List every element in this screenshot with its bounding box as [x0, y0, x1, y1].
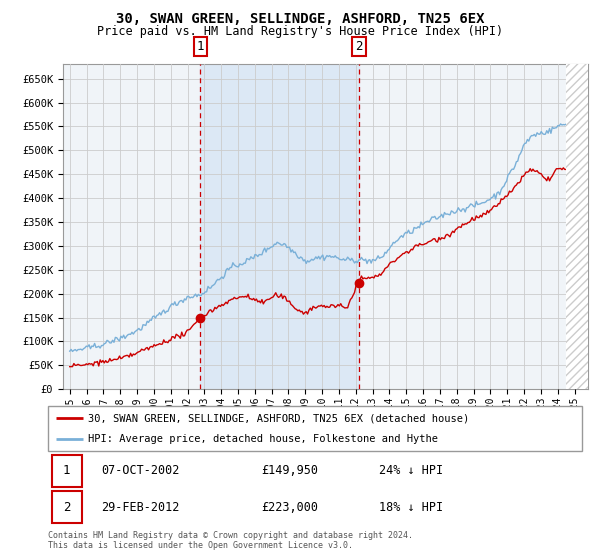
Text: 1: 1	[197, 40, 204, 53]
Text: Contains HM Land Registry data © Crown copyright and database right 2024.
This d: Contains HM Land Registry data © Crown c…	[48, 531, 413, 550]
FancyBboxPatch shape	[48, 406, 582, 451]
Text: 2: 2	[355, 40, 362, 53]
FancyBboxPatch shape	[52, 491, 82, 524]
FancyBboxPatch shape	[52, 455, 82, 487]
Text: 29-FEB-2012: 29-FEB-2012	[101, 501, 180, 514]
Text: 30, SWAN GREEN, SELLINDGE, ASHFORD, TN25 6EX (detached house): 30, SWAN GREEN, SELLINDGE, ASHFORD, TN25…	[88, 413, 469, 423]
Text: Price paid vs. HM Land Registry's House Price Index (HPI): Price paid vs. HM Land Registry's House …	[97, 25, 503, 38]
Text: £223,000: £223,000	[262, 501, 319, 514]
Text: £149,950: £149,950	[262, 464, 319, 478]
Bar	[200, 64, 359, 389]
Text: 2: 2	[63, 501, 70, 514]
Text: 30, SWAN GREEN, SELLINDGE, ASHFORD, TN25 6EX: 30, SWAN GREEN, SELLINDGE, ASHFORD, TN25…	[116, 12, 484, 26]
Text: 07-OCT-2002: 07-OCT-2002	[101, 464, 180, 478]
Text: HPI: Average price, detached house, Folkestone and Hythe: HPI: Average price, detached house, Folk…	[88, 433, 438, 444]
Bar	[566, 64, 588, 389]
Text: 24% ↓ HPI: 24% ↓ HPI	[379, 464, 443, 478]
Bar	[566, 64, 588, 389]
Text: 18% ↓ HPI: 18% ↓ HPI	[379, 501, 443, 514]
Text: 1: 1	[63, 464, 70, 478]
